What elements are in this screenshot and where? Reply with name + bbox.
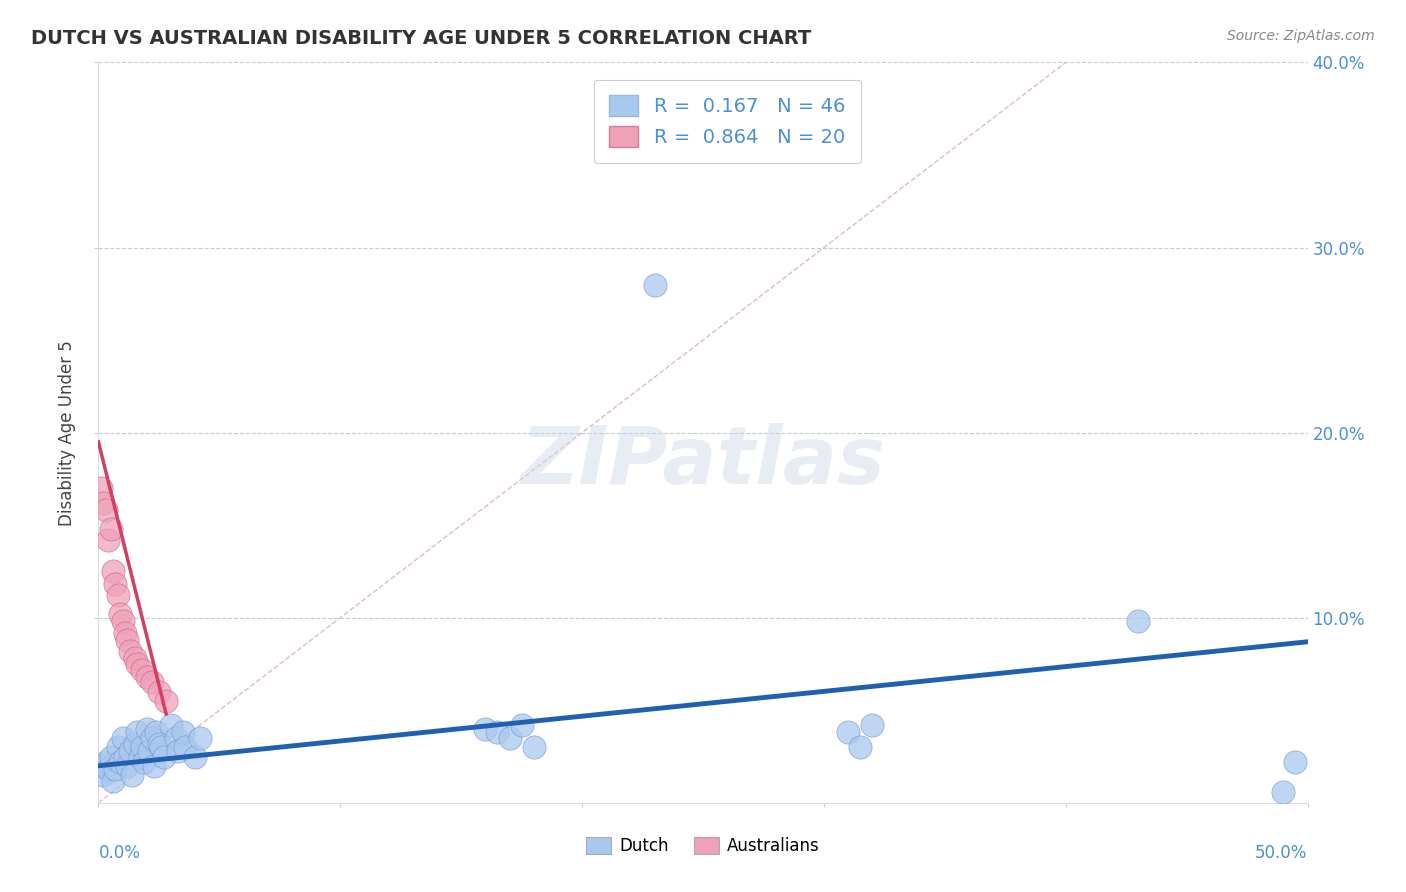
Point	[131, 740, 153, 755]
Point	[486, 725, 509, 739]
Point	[141, 731, 163, 745]
Point	[111, 615, 134, 629]
Point	[474, 722, 496, 736]
Text: 0.0%: 0.0%	[98, 844, 141, 862]
Point	[101, 565, 124, 579]
Point	[121, 768, 143, 782]
Point	[124, 651, 146, 665]
Point	[131, 663, 153, 677]
Point	[127, 657, 149, 671]
Point	[94, 755, 117, 769]
Point	[174, 740, 197, 755]
Point	[127, 725, 149, 739]
Text: DUTCH VS AUSTRALIAN DISABILITY AGE UNDER 5 CORRELATION CHART: DUTCH VS AUSTRALIAN DISABILITY AGE UNDER…	[31, 29, 811, 47]
Point	[167, 744, 190, 758]
Point	[523, 740, 546, 755]
Point	[188, 731, 211, 745]
Point	[108, 607, 131, 621]
Legend: R =  0.167   N = 46, R =  0.864   N = 20: R = 0.167 N = 46, R = 0.864 N = 20	[593, 79, 860, 162]
Point	[160, 718, 183, 732]
Point	[148, 685, 170, 699]
Text: 50.0%: 50.0%	[1256, 844, 1308, 862]
Point	[135, 670, 157, 684]
Point	[837, 725, 859, 739]
Point	[90, 481, 112, 495]
Point	[101, 773, 124, 788]
Point	[498, 731, 520, 745]
Point	[172, 725, 194, 739]
Point	[510, 718, 533, 732]
Point	[134, 755, 156, 769]
Text: ZIPatlas: ZIPatlas	[520, 423, 886, 501]
Point	[849, 740, 872, 755]
Point	[138, 744, 160, 758]
Y-axis label: Disability Age Under 5: Disability Age Under 5	[58, 340, 76, 525]
Point	[141, 675, 163, 690]
Point	[143, 758, 166, 772]
Point	[100, 522, 122, 536]
Point	[165, 731, 187, 745]
Point	[118, 644, 141, 658]
Point	[184, 749, 207, 764]
Point	[644, 277, 666, 292]
Point	[114, 749, 136, 764]
Point	[145, 725, 167, 739]
Point	[97, 763, 120, 777]
Point	[128, 749, 150, 764]
Point	[1128, 615, 1150, 629]
Point	[100, 749, 122, 764]
Point	[1284, 755, 1306, 769]
Point	[90, 758, 112, 772]
Point	[111, 731, 134, 745]
Point	[97, 533, 120, 547]
Point	[150, 740, 173, 755]
Point	[107, 740, 129, 755]
Point	[1272, 785, 1295, 799]
Point	[155, 694, 177, 708]
Legend: Dutch, Australians: Dutch, Australians	[579, 830, 827, 862]
Point	[94, 503, 117, 517]
Point	[152, 749, 174, 764]
Point	[118, 744, 141, 758]
Point	[104, 577, 127, 591]
Point	[135, 722, 157, 736]
Point	[860, 718, 883, 732]
Point	[114, 625, 136, 640]
Point	[124, 737, 146, 751]
Text: Source: ZipAtlas.com: Source: ZipAtlas.com	[1227, 29, 1375, 43]
Point	[91, 768, 114, 782]
Point	[108, 755, 131, 769]
Point	[117, 632, 139, 647]
Point	[107, 589, 129, 603]
Point	[91, 496, 114, 510]
Point	[104, 763, 127, 777]
Point	[117, 758, 139, 772]
Point	[148, 737, 170, 751]
